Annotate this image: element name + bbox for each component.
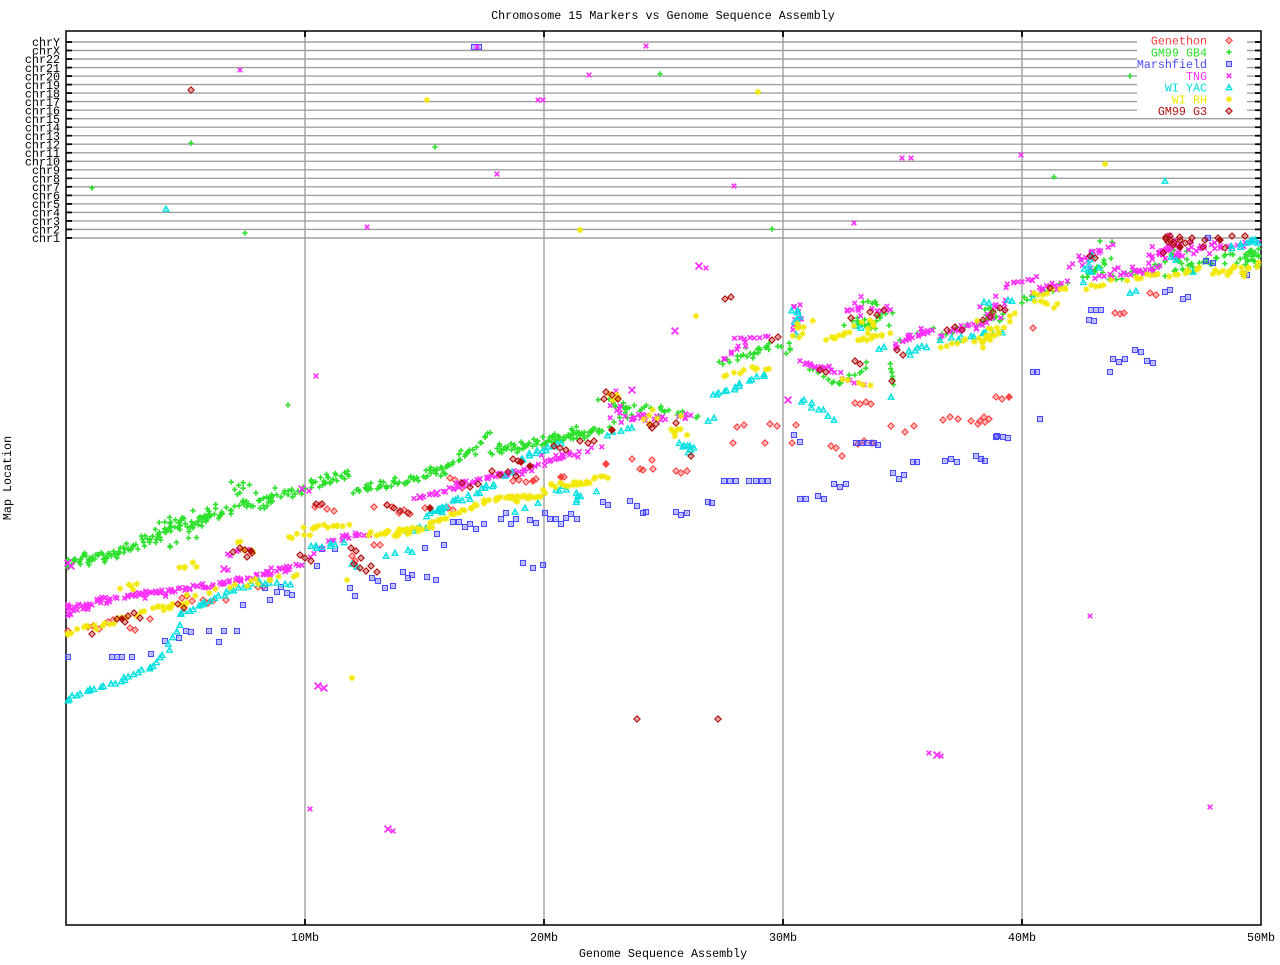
svg-text:40Mb: 40Mb: [1008, 931, 1036, 945]
svg-text:chr12: chr12: [25, 138, 60, 152]
svg-text:30Mb: 30Mb: [769, 931, 797, 945]
svg-text:Marshfield: Marshfield: [1137, 58, 1207, 72]
svg-text:chr18: chr18: [25, 87, 60, 101]
svg-text:chr1: chr1: [32, 232, 60, 246]
svg-text:chr10: chr10: [25, 156, 60, 170]
svg-text:chr8: chr8: [32, 173, 60, 187]
svg-text:Map Location: Map Location: [1, 436, 15, 520]
svg-text:chr6: chr6: [32, 190, 60, 204]
svg-text:WI YAC: WI YAC: [1165, 82, 1207, 96]
svg-text:chrX: chrX: [32, 45, 60, 59]
svg-text:chr3: chr3: [32, 215, 60, 229]
svg-text:chr19: chr19: [25, 79, 60, 93]
svg-text:chr21: chr21: [25, 62, 60, 76]
svg-text:TNG: TNG: [1186, 70, 1207, 84]
svg-text:chr14: chr14: [25, 121, 60, 135]
svg-text:chr4: chr4: [32, 207, 60, 221]
svg-text:chr22: chr22: [25, 53, 60, 67]
svg-text:WI RH: WI RH: [1172, 94, 1207, 108]
svg-text:chr2: chr2: [32, 224, 60, 238]
svg-text:chr11: chr11: [25, 147, 60, 161]
svg-text:Chromosome 15 Markers vs Genom: Chromosome 15 Markers vs Genome Sequence…: [491, 9, 835, 23]
svg-text:Genethon: Genethon: [1151, 35, 1207, 49]
svg-text:GM99 G3: GM99 G3: [1158, 105, 1207, 119]
svg-text:GM99 GB4: GM99 GB4: [1151, 47, 1207, 61]
svg-text:20Mb: 20Mb: [530, 931, 558, 945]
svg-text:Genome Sequence Assembly: Genome Sequence Assembly: [579, 947, 747, 960]
svg-text:chr20: chr20: [25, 70, 60, 84]
svg-text:chr17: chr17: [25, 96, 60, 110]
svg-text:10Mb: 10Mb: [291, 931, 319, 945]
svg-text:chr9: chr9: [32, 164, 60, 178]
svg-text:50Mb: 50Mb: [1247, 931, 1275, 945]
svg-text:chr15: chr15: [25, 113, 60, 127]
svg-text:chrY: chrY: [32, 36, 60, 50]
svg-text:chr16: chr16: [25, 104, 60, 118]
svg-text:chr7: chr7: [32, 181, 60, 195]
svg-text:chr13: chr13: [25, 130, 60, 144]
svg-text:chr5: chr5: [32, 198, 60, 212]
